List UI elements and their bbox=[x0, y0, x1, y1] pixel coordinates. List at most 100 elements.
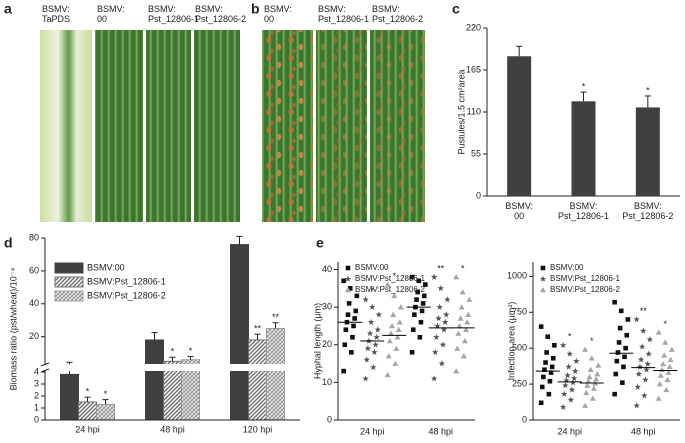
point bbox=[562, 382, 569, 389]
point bbox=[668, 346, 675, 352]
significance: * bbox=[171, 347, 175, 357]
legend-label: BSMV:Pst_12806-1 bbox=[87, 276, 166, 286]
point bbox=[461, 338, 468, 344]
x-tick-label-line: 00 bbox=[514, 211, 524, 221]
point bbox=[657, 372, 664, 378]
x-tick-label: BSMV: 00 bbox=[505, 201, 533, 221]
point bbox=[412, 312, 417, 317]
point bbox=[344, 275, 352, 282]
y-tick-label: 60 bbox=[29, 265, 39, 275]
point bbox=[392, 360, 399, 366]
point bbox=[545, 334, 551, 339]
point bbox=[369, 303, 376, 310]
point bbox=[613, 371, 619, 377]
point bbox=[617, 325, 623, 331]
point bbox=[466, 296, 473, 302]
panel-letter: c bbox=[452, 1, 460, 17]
point bbox=[583, 389, 590, 396]
point bbox=[386, 338, 393, 344]
legend-label: BSMV:Pst_12806-2 bbox=[355, 285, 426, 294]
significance: * bbox=[104, 389, 108, 399]
point bbox=[437, 284, 444, 292]
point bbox=[390, 311, 397, 317]
photo-label-line: BSMV: bbox=[42, 4, 70, 14]
x-tick-label: 24 hpi bbox=[557, 426, 582, 436]
x-tick-label-line: Pst_12806-1 bbox=[558, 211, 609, 221]
point bbox=[463, 326, 470, 333]
point bbox=[435, 315, 442, 322]
point bbox=[384, 371, 391, 378]
point bbox=[362, 375, 369, 382]
point bbox=[667, 356, 674, 362]
point bbox=[568, 386, 576, 393]
point bbox=[341, 368, 346, 374]
x-tick-label-line: BSMV: bbox=[634, 201, 662, 211]
y-tick-label: 0 bbox=[34, 414, 39, 424]
point bbox=[585, 378, 592, 384]
point bbox=[460, 353, 467, 359]
legend-label: BSMV:00 bbox=[550, 263, 584, 272]
point bbox=[573, 357, 580, 364]
x-tick-label-line: Pst_12806-2 bbox=[622, 211, 673, 221]
leaf-photo bbox=[194, 30, 240, 222]
point bbox=[624, 332, 630, 338]
panel-letter: a bbox=[4, 1, 12, 17]
y-tick-label: 55 bbox=[471, 148, 481, 158]
significance: * bbox=[568, 332, 572, 342]
point bbox=[612, 391, 617, 397]
significance: * bbox=[86, 387, 90, 397]
point bbox=[433, 333, 440, 340]
point bbox=[616, 340, 622, 345]
x-tick-label: BSMV: Pst_12806-2 bbox=[622, 201, 673, 221]
point bbox=[438, 360, 446, 367]
point bbox=[362, 296, 369, 303]
point bbox=[661, 352, 668, 358]
x-tick-label: 48 hpi bbox=[428, 426, 453, 436]
point bbox=[550, 355, 556, 361]
point bbox=[594, 371, 601, 377]
y-tick-label: 750 bbox=[512, 307, 527, 317]
point bbox=[414, 297, 419, 302]
point bbox=[625, 317, 631, 322]
point bbox=[385, 353, 392, 359]
point bbox=[590, 385, 597, 391]
point bbox=[538, 324, 544, 329]
point bbox=[593, 376, 600, 382]
point bbox=[539, 275, 547, 282]
point bbox=[612, 299, 617, 305]
legend-label: BSMV:Pst_12806-2 bbox=[87, 290, 166, 300]
point bbox=[645, 350, 652, 357]
y-axis-label: Biomass ratio (pst/wheat)/10⁻⁴ bbox=[8, 268, 18, 391]
photo-label-line: BSMV: bbox=[372, 4, 400, 14]
point bbox=[416, 278, 422, 284]
point bbox=[559, 403, 567, 410]
point bbox=[666, 363, 673, 370]
point bbox=[586, 373, 593, 380]
point bbox=[456, 322, 463, 329]
point bbox=[642, 376, 649, 383]
point bbox=[595, 362, 602, 368]
point bbox=[638, 343, 646, 350]
point bbox=[345, 312, 351, 317]
point bbox=[582, 346, 589, 352]
y-tick-label: 30 bbox=[322, 302, 332, 312]
y-tick-label: 165 bbox=[466, 64, 481, 74]
photo-label: BSMV: Pst_12806-1 bbox=[148, 4, 199, 24]
rust-spots bbox=[262, 30, 313, 222]
y-tick-label: 500 bbox=[512, 343, 527, 353]
y-tick-label: 2 bbox=[34, 390, 39, 400]
significance: * bbox=[590, 336, 594, 346]
photo-label-line: 00 bbox=[264, 14, 274, 24]
point bbox=[664, 376, 671, 383]
point bbox=[539, 384, 545, 390]
point bbox=[420, 301, 426, 306]
legend-label: BSMV:Pst_12806-1 bbox=[550, 274, 621, 283]
photo-label: BSMV: 00 bbox=[97, 4, 125, 24]
photo-label-line: Pst_12806-1 bbox=[318, 14, 369, 24]
point bbox=[419, 308, 425, 314]
point bbox=[393, 345, 400, 351]
bar bbox=[230, 244, 249, 421]
point bbox=[637, 356, 645, 363]
significance: ** bbox=[437, 263, 445, 273]
point bbox=[547, 378, 553, 384]
